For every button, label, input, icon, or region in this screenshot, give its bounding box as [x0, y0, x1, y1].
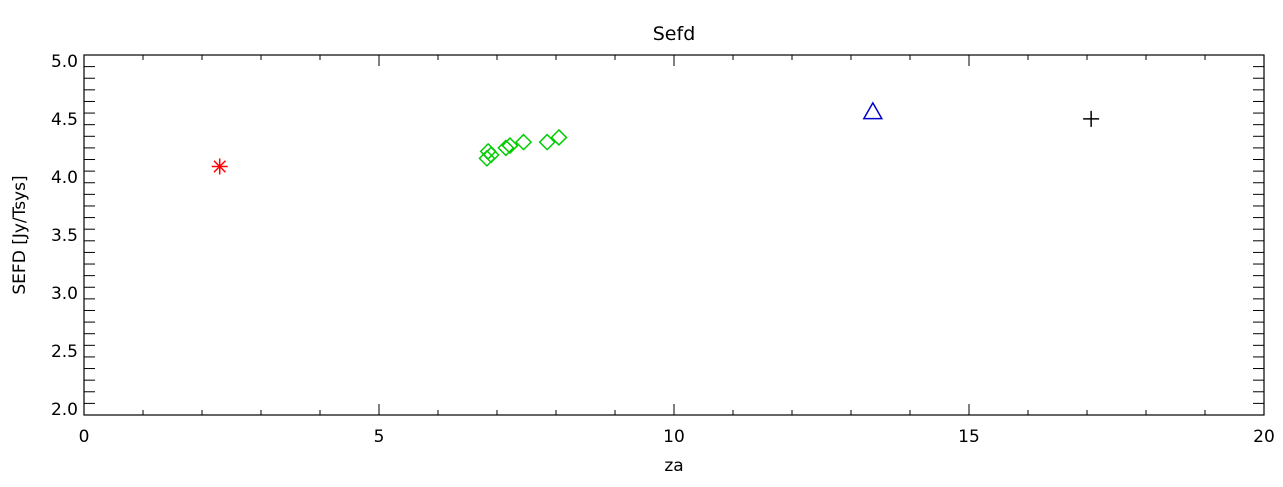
plus-point — [1083, 110, 1100, 127]
diamond-shape — [538, 133, 556, 151]
diamond-shape — [514, 133, 533, 151]
y-tick-label: 3.0 — [51, 284, 78, 304]
axes: 0 5 10 15 20 2.0 2.5 3.0 3.5 4.0 4.5 5.0 — [51, 52, 1275, 447]
triangle-point — [862, 101, 884, 120]
diamond-point — [497, 139, 515, 157]
diamond-point — [514, 133, 533, 151]
y-axis-label: SEFD [Jy/Tsys] — [10, 175, 30, 294]
y-tick-label: 3.5 — [51, 226, 78, 246]
asterisk-stroke — [213, 160, 226, 173]
diamond-shape — [501, 137, 519, 155]
x-tick-label: 0 — [79, 427, 90, 447]
diamond-point — [550, 128, 568, 147]
diamond-shape — [497, 139, 515, 157]
diamond-point — [538, 133, 556, 151]
y-tick-label: 4.5 — [51, 110, 78, 130]
y-tick-label: 4.0 — [51, 168, 78, 188]
data-marks — [211, 101, 1100, 175]
x-tick-label: 10 — [663, 427, 685, 447]
diamond-point — [482, 146, 500, 164]
plot-frame — [83, 54, 1265, 416]
y-tick-label: 2.0 — [51, 400, 78, 420]
diamond-shape — [482, 146, 500, 164]
y-tick-label: 5.0 — [51, 52, 78, 72]
diamond-shape — [550, 128, 568, 147]
x-axis-label: za — [664, 456, 683, 476]
y-tick-label: 2.5 — [51, 342, 78, 362]
chart-title: Sefd — [653, 23, 696, 45]
diamond-point — [501, 137, 519, 155]
x-tick-label: 5 — [374, 427, 385, 447]
x-tick-label: 20 — [1253, 427, 1275, 447]
triangle-shape — [862, 101, 884, 120]
asterisk-point — [211, 158, 228, 175]
x-tick-label: 15 — [958, 427, 980, 447]
